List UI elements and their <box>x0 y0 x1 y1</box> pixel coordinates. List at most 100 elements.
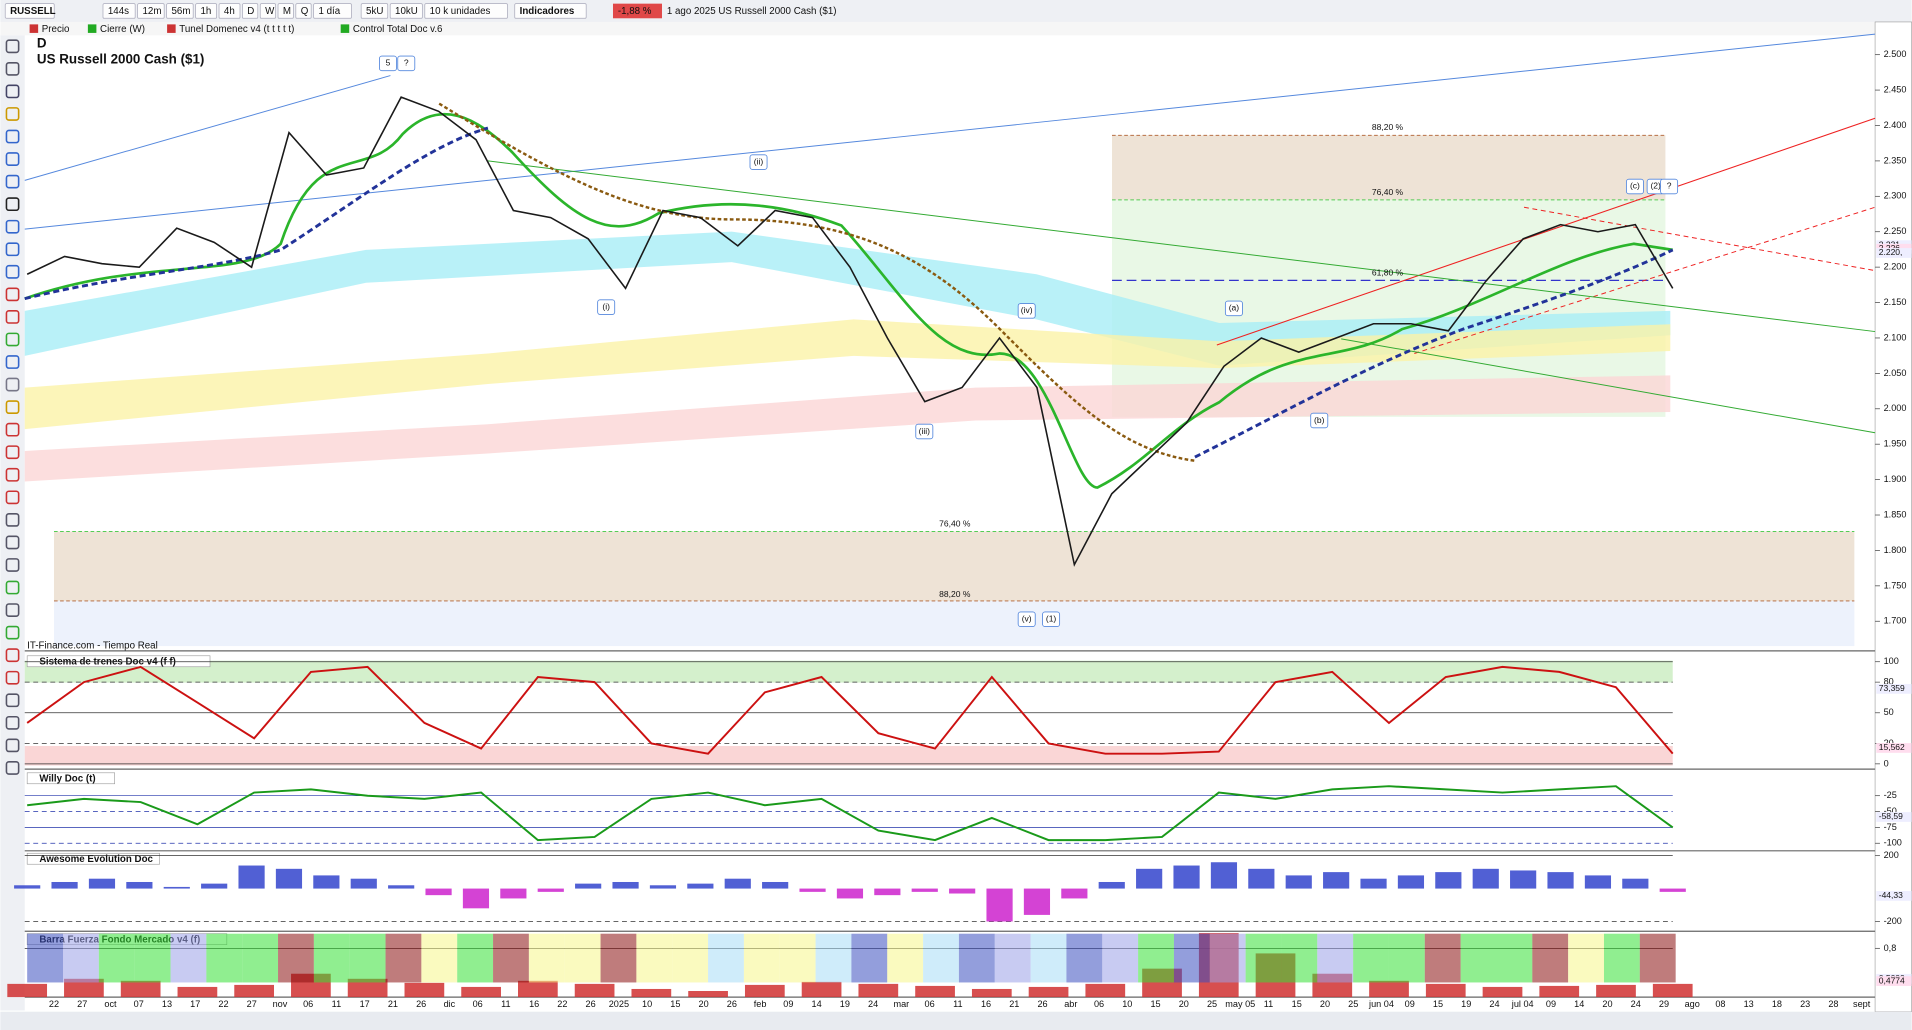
toolbar-label[interactable]: 4h <box>224 6 235 17</box>
price-readout-bg <box>1876 684 1912 694</box>
toolbar-label[interactable]: W <box>265 6 275 17</box>
histogram-bar <box>687 883 714 889</box>
tool-icon[interactable] <box>5 512 20 527</box>
toolbar-label[interactable]: 1h <box>201 6 212 17</box>
tool-icon[interactable] <box>5 715 20 730</box>
tool-icon[interactable] <box>5 219 20 234</box>
toolbar-label[interactable]: 56m <box>171 6 190 17</box>
toolbar-button[interactable] <box>218 3 241 19</box>
toolbar-label[interactable]: RUSSELL <box>10 6 56 17</box>
tool-icon[interactable] <box>5 377 20 392</box>
regime-stripe <box>1281 933 1318 983</box>
legend-chip[interactable] <box>340 24 350 33</box>
toolbar-button[interactable] <box>424 3 508 19</box>
toolbar-label[interactable]: 144s <box>108 6 129 17</box>
histogram-bar <box>64 978 104 998</box>
histogram-bar <box>1539 985 1580 998</box>
regime-stripe <box>1460 933 1497 983</box>
regime-stripe <box>994 933 1031 983</box>
tool-icon[interactable] <box>5 467 20 482</box>
toolbar-label[interactable]: M <box>283 6 291 17</box>
tool-icon[interactable] <box>5 129 20 144</box>
regime-stripe <box>1102 933 1139 983</box>
tool-icon[interactable] <box>5 761 20 775</box>
x-tick-label: 20 <box>1602 999 1612 1009</box>
toolbar-button[interactable] <box>102 3 136 19</box>
tool-icon[interactable] <box>5 287 20 302</box>
histogram-bar <box>911 888 938 892</box>
toolbar-label[interactable]: D <box>247 6 254 17</box>
toolbar-button[interactable] <box>360 3 389 19</box>
tool-icon[interactable] <box>5 332 20 347</box>
tool-icon[interactable] <box>5 355 20 369</box>
tool-icon[interactable] <box>5 648 20 663</box>
regime-stripe <box>1066 933 1103 983</box>
histogram-bar <box>51 881 78 889</box>
change-badge <box>612 3 662 19</box>
toolbar-button[interactable] <box>195 3 217 19</box>
legend-chip[interactable] <box>29 24 39 33</box>
tool-icon[interactable] <box>5 152 20 166</box>
tool-icon[interactable] <box>5 490 20 505</box>
toolbar-button[interactable] <box>277 3 294 19</box>
tool-icon[interactable] <box>5 670 20 685</box>
tool-icon[interactable] <box>5 625 20 640</box>
tool-icon[interactable] <box>5 693 20 708</box>
toolbar-label[interactable]: Q <box>301 6 309 17</box>
legend-chip[interactable] <box>87 24 97 33</box>
legend-item[interactable]: Precio <box>42 24 70 35</box>
toolbar-button[interactable] <box>295 3 312 19</box>
tool-icon[interactable] <box>5 445 20 460</box>
toolbar-button[interactable] <box>137 3 165 19</box>
x-tick-label: 24 <box>1489 999 1499 1009</box>
fib-zone <box>53 600 1855 647</box>
fib-label: 76,40 % <box>1372 187 1404 197</box>
toolbar-label[interactable]: 10kU <box>395 6 418 17</box>
panel-title-bg <box>26 655 211 668</box>
histogram-bar <box>201 883 228 889</box>
toolbar-button[interactable] <box>259 3 276 19</box>
legend-item[interactable]: Control Total Doc v.6 <box>353 24 443 35</box>
toolbar-button[interactable] <box>4 3 55 19</box>
tool-icon[interactable] <box>5 580 20 595</box>
histogram-bar <box>1652 983 1693 998</box>
toolbar-button[interactable] <box>166 3 194 19</box>
toolbar-label[interactable]: 10 k unidades <box>430 6 491 17</box>
tool-icon[interactable] <box>5 603 20 617</box>
tool-icon[interactable] <box>5 400 20 415</box>
toolbar-button[interactable] <box>242 3 259 19</box>
tool-icon[interactable] <box>5 558 20 572</box>
toolbar-label[interactable]: 5kU <box>366 6 383 17</box>
toolbar-label[interactable]: 12m <box>142 6 161 17</box>
x-tick-label: 24 <box>868 999 878 1009</box>
wave-label-box <box>915 423 934 440</box>
tool-icon[interactable] <box>5 197 20 212</box>
wave-label: (iv) <box>1021 305 1033 315</box>
fib-zone <box>53 531 1855 601</box>
legend-item[interactable]: Tunel Domenec v4 (t t t t t) <box>179 24 294 35</box>
x-tick-label: 17 <box>190 999 200 1009</box>
toolbar-button[interactable] <box>313 3 352 19</box>
tool-icon[interactable] <box>5 264 20 279</box>
price-line <box>26 665 1674 755</box>
tool-icon[interactable] <box>5 738 20 753</box>
toolbar-button[interactable] <box>514 3 587 19</box>
tool-icon[interactable] <box>5 61 20 76</box>
tool-icon[interactable] <box>5 310 20 324</box>
price-line <box>26 96 1674 567</box>
toolbar-button[interactable] <box>389 3 423 19</box>
legend-chip[interactable] <box>167 24 176 33</box>
histogram-bar <box>1510 870 1537 889</box>
legend-item[interactable]: Cierre (W) <box>100 24 145 35</box>
tool-icon[interactable] <box>5 422 20 437</box>
tool-icon[interactable] <box>5 39 20 54</box>
tool-icon[interactable] <box>5 242 20 257</box>
x-tick-label: 25 <box>1207 999 1217 1009</box>
toolbar-label[interactable]: Indicadores <box>520 6 575 17</box>
tool-icon[interactable] <box>5 174 20 189</box>
regime-stripe <box>743 933 780 983</box>
tool-icon[interactable] <box>5 84 20 99</box>
tool-icon[interactable] <box>5 107 20 121</box>
toolbar-label[interactable]: 1 día <box>318 6 340 17</box>
tool-icon[interactable] <box>5 535 20 550</box>
